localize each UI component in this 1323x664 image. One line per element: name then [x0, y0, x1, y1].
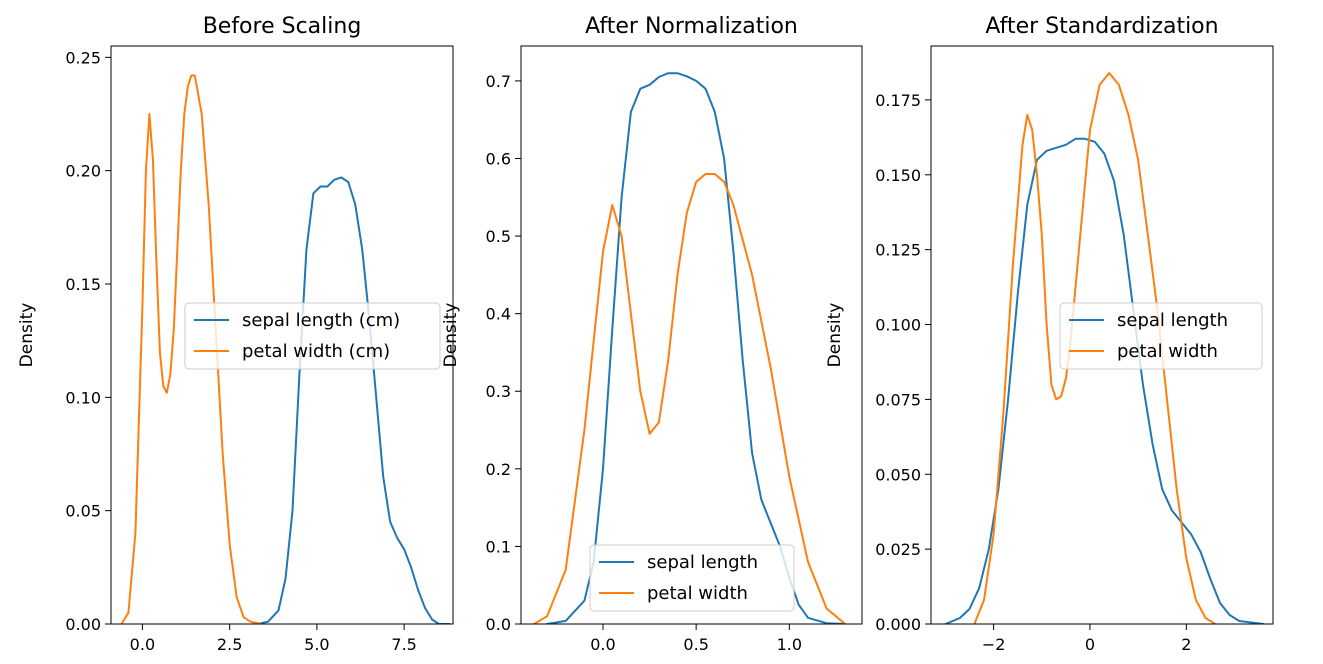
legend-label-petal-width: petal width — [1117, 341, 1218, 362]
x-tick-label: −2 — [982, 635, 1006, 654]
y-tick-label: 0.100 — [875, 316, 921, 335]
y-tick-label: 0.6 — [486, 149, 511, 168]
x-tick-label: 7.5 — [391, 635, 416, 654]
y-tick-label: 0.050 — [875, 465, 921, 484]
x-tick-label: 1.0 — [777, 635, 802, 654]
chart-title: After Normalization — [585, 14, 798, 39]
subplot-before-scaling: 0.0 2.5 5.0 7.5 0.00 0.05 0.10 0.15 0.20 0.25 Befo… — [17, 14, 454, 654]
y-tick-label: 0.20 — [65, 162, 101, 181]
axes-frame — [110, 45, 454, 625]
y-tick-label: 0.25 — [65, 48, 101, 67]
legend-label-sepal-length-cm: sepal length (cm) — [242, 310, 400, 331]
subplot-after-standardization: −2 0 2 0.000 0.025 0.050 0.075 0.100 0.125 0.150 0… — [825, 14, 1274, 654]
y-tick-label: 0.4 — [486, 305, 511, 324]
y-axis-label: Density — [441, 303, 461, 368]
y-tick-label: 0.175 — [875, 91, 921, 110]
x-tick-label: 0.0 — [130, 635, 155, 654]
legend-frame — [184, 302, 441, 370]
subplot-after-normalization: 0.0 0.5 1.0 0.0 0.1 0.2 0.3 0.4 0.5 0.6 0.7 After N… — [441, 14, 863, 654]
x-tick-label: 5.0 — [304, 635, 329, 654]
series-line-sepal-length — [944, 137, 1265, 624]
x-tick-label: 2 — [1181, 635, 1191, 654]
y-tick-label: 0.1 — [486, 537, 511, 556]
y-tick-label: 0.2 — [486, 460, 511, 479]
chart-title: Before Scaling — [203, 14, 362, 39]
x-tick-label: 0 — [1085, 635, 1095, 654]
series-line-sepal-length-cm — [256, 176, 451, 624]
x-tick-label: 0.5 — [683, 635, 708, 654]
plot-area — [533, 72, 847, 624]
legend-label-sepal-length: sepal length — [647, 552, 758, 573]
y-tick-label: 0.05 — [65, 502, 101, 521]
x-tick-label: 2.5 — [217, 635, 242, 654]
series-line-sepal-length — [546, 72, 847, 624]
plot-area — [120, 74, 451, 624]
y-axis-label: Density — [17, 303, 37, 368]
series-line-petal-width-cm — [120, 74, 263, 624]
y-axis-label: Density — [825, 303, 845, 368]
y-tick-label: 0.7 — [486, 72, 511, 91]
y-tick-label: 0.075 — [875, 390, 921, 409]
legend-frame — [1059, 302, 1263, 370]
y-tick-label: 0.000 — [875, 615, 921, 634]
legend: sepal length (cm) petal width (cm) — [184, 302, 441, 370]
legend: sepal length petal width — [1059, 302, 1263, 370]
y-tick-label: 0.025 — [875, 540, 921, 559]
y-tick-label: 0.10 — [65, 388, 101, 407]
y-tick-label: 0.00 — [65, 615, 101, 634]
axes-frame — [930, 45, 1274, 625]
chart-title: After Standardization — [985, 14, 1218, 39]
legend-label-sepal-length: sepal length — [1117, 310, 1228, 331]
axes-frame — [520, 45, 863, 625]
y-tick-label: 0.150 — [875, 166, 921, 185]
x-tick-label: 0.0 — [590, 635, 615, 654]
legend-frame — [589, 544, 795, 612]
y-tick-label: 0.3 — [486, 382, 511, 401]
legend-label-petal-width: petal width — [647, 583, 748, 604]
legend: sepal length petal width — [589, 544, 795, 612]
y-tick-label: 0.125 — [875, 241, 921, 260]
y-tick-label: 0.15 — [65, 275, 101, 294]
series-line-petal-width — [533, 173, 847, 624]
y-tick-label: 0.0 — [486, 615, 511, 634]
y-tick-label: 0.5 — [486, 227, 511, 246]
legend-label-petal-width-cm: petal width (cm) — [242, 341, 390, 362]
